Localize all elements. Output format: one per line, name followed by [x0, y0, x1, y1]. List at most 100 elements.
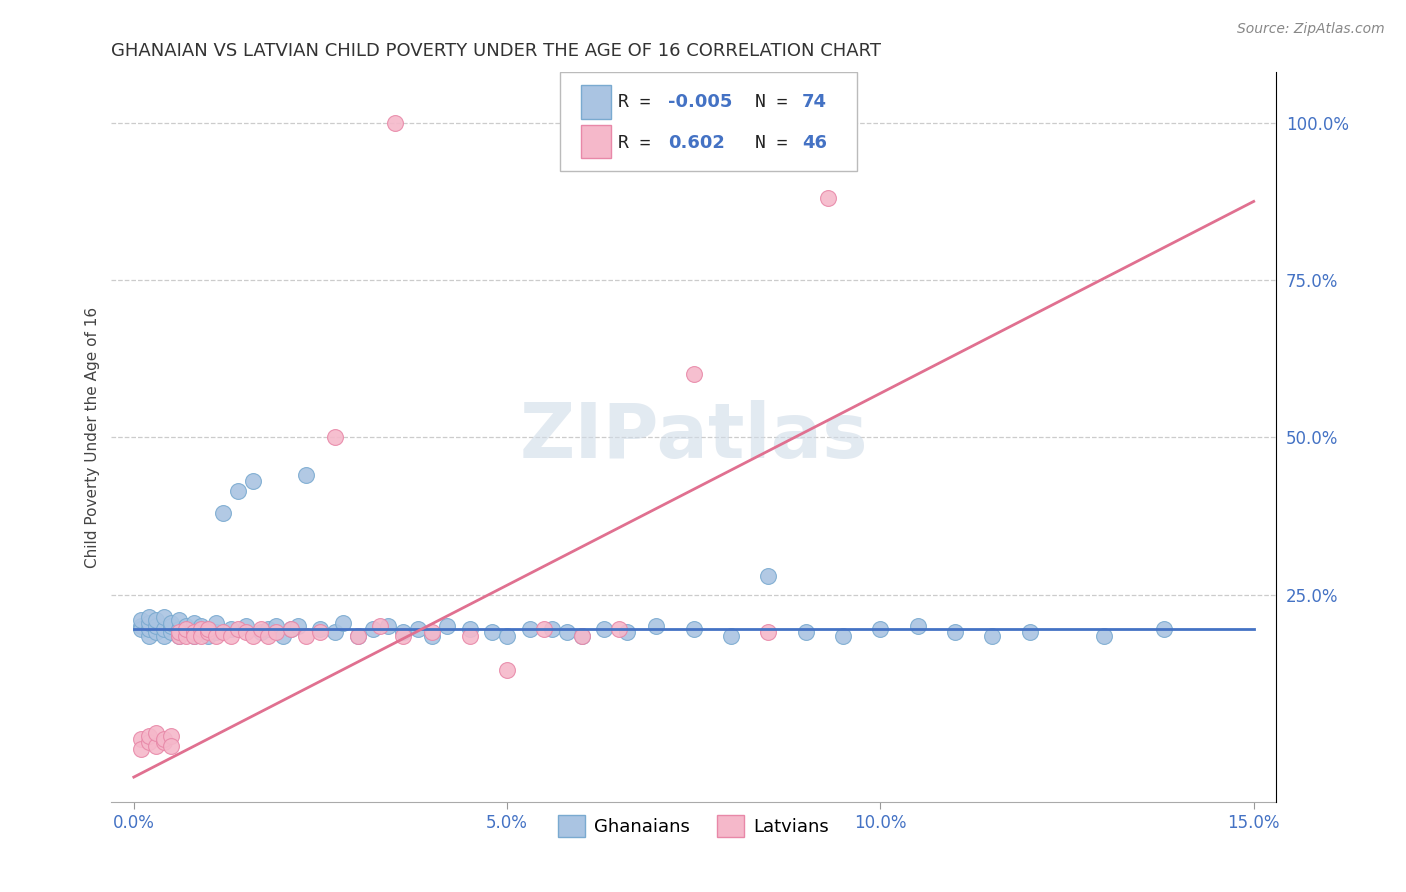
Point [346, 628, 368, 642]
Point [758, 625, 780, 640]
Point [228, 622, 250, 636]
Point [190, 622, 212, 636]
Point [152, 628, 174, 642]
Point [174, 619, 197, 633]
Point [145, 619, 167, 633]
Text: 46: 46 [801, 134, 827, 152]
Point [197, 622, 219, 636]
Point [152, 732, 174, 747]
Point [145, 726, 167, 740]
Point [346, 628, 368, 642]
Point [682, 368, 704, 382]
Point [212, 625, 235, 640]
Point [616, 625, 638, 640]
Point [183, 625, 205, 640]
Point [129, 619, 152, 633]
Point [458, 628, 481, 642]
Point [152, 735, 174, 749]
Point [271, 628, 294, 642]
Point [593, 622, 616, 636]
Point [138, 609, 160, 624]
Point [174, 622, 197, 636]
Point [167, 625, 190, 640]
Point [160, 619, 183, 633]
Point [138, 622, 160, 636]
Point [212, 506, 235, 520]
Point [160, 625, 183, 640]
Point [235, 619, 257, 633]
Point [1153, 622, 1175, 636]
Point [152, 622, 174, 636]
Point [645, 619, 668, 633]
Point [309, 625, 332, 640]
FancyBboxPatch shape [581, 86, 612, 119]
Point [257, 628, 280, 642]
Point [197, 625, 219, 640]
Point [794, 625, 817, 640]
Point [294, 628, 316, 642]
Point [219, 628, 242, 642]
Point [167, 628, 190, 642]
Point [129, 741, 152, 756]
Point [422, 628, 444, 642]
Point [496, 628, 519, 642]
Point [197, 628, 219, 642]
Point [235, 625, 257, 640]
Point [138, 735, 160, 749]
Point [280, 622, 302, 636]
Point [129, 613, 152, 627]
Point [167, 628, 190, 642]
Point [174, 622, 197, 636]
Point [607, 622, 630, 636]
Point [377, 619, 399, 633]
Point [325, 430, 347, 444]
Point [228, 483, 250, 498]
Point [332, 615, 354, 630]
Point [174, 628, 197, 642]
Point [183, 628, 205, 642]
Point [249, 622, 271, 636]
Point [138, 628, 160, 642]
Point [242, 628, 264, 642]
Point [205, 615, 228, 630]
Point [152, 609, 174, 624]
Point [160, 615, 183, 630]
Point [533, 622, 555, 636]
Point [406, 622, 429, 636]
Point [219, 622, 242, 636]
Point [280, 622, 302, 636]
Point [309, 622, 332, 636]
Point [1018, 625, 1040, 640]
Point [1092, 628, 1115, 642]
Point [264, 625, 287, 640]
Point [249, 625, 271, 640]
Point [205, 628, 228, 642]
Point [145, 625, 167, 640]
Point [758, 568, 780, 582]
Text: Source: ZipAtlas.com: Source: ZipAtlas.com [1237, 22, 1385, 37]
Point [571, 628, 593, 642]
FancyBboxPatch shape [581, 125, 612, 159]
Point [138, 729, 160, 743]
Text: 74: 74 [801, 94, 827, 112]
Point [190, 619, 212, 633]
Point [422, 625, 444, 640]
Point [907, 619, 929, 633]
Point [436, 619, 458, 633]
Point [571, 628, 593, 642]
Y-axis label: Child Poverty Under the Age of 16: Child Poverty Under the Age of 16 [86, 307, 100, 568]
Point [519, 622, 541, 636]
Point [361, 622, 384, 636]
Point [190, 628, 212, 642]
Point [138, 615, 160, 630]
Text: N =: N = [755, 134, 799, 152]
Point [183, 615, 205, 630]
Point [720, 628, 742, 642]
Point [496, 663, 519, 677]
Point [682, 622, 704, 636]
Text: R =: R = [619, 134, 662, 152]
Text: R =: R = [619, 94, 662, 112]
Point [981, 628, 1004, 642]
Text: 0.602: 0.602 [668, 134, 725, 152]
Text: ZIPatlas: ZIPatlas [519, 401, 868, 475]
